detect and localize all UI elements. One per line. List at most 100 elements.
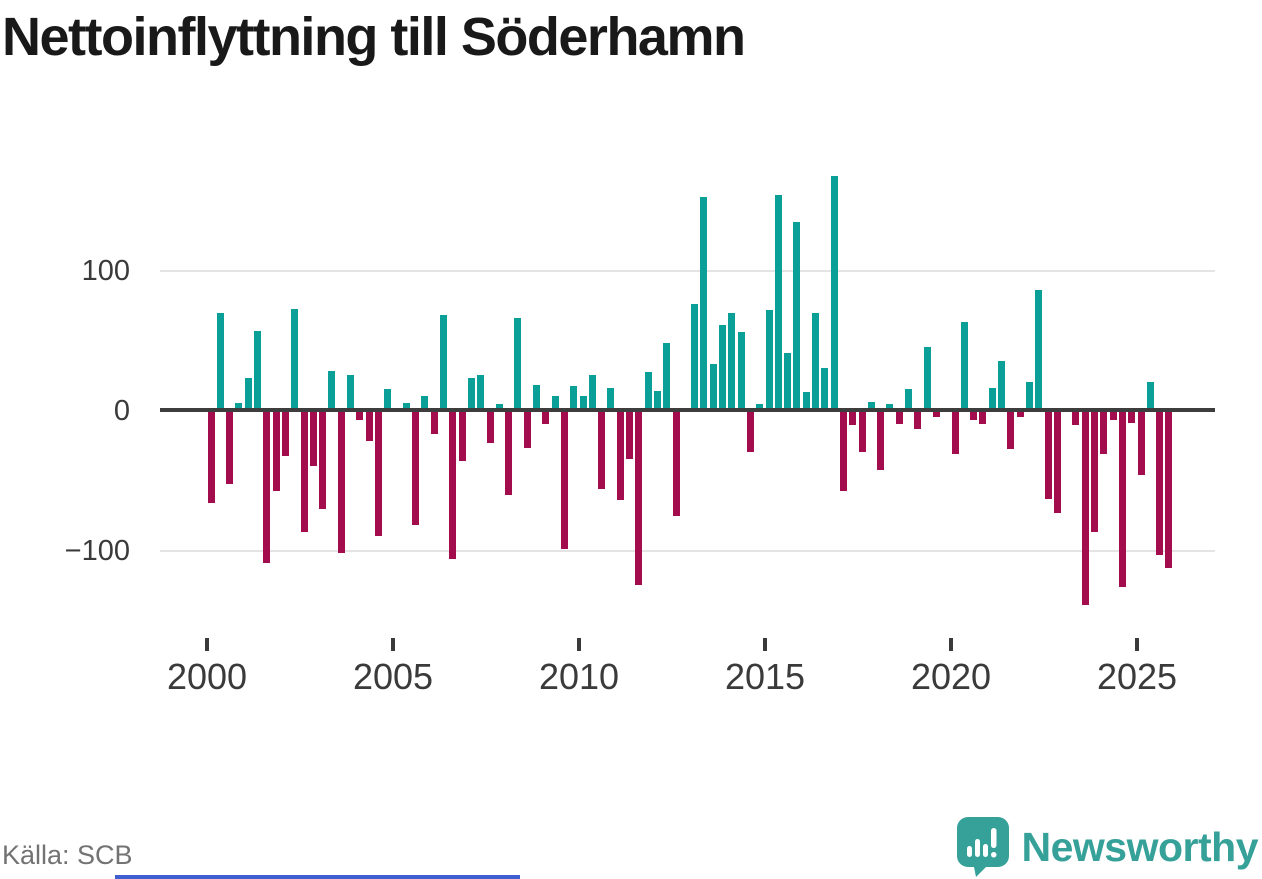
x-tick-2010	[577, 638, 581, 651]
bar-2002Q4	[309, 410, 317, 466]
bar-2022Q2	[1035, 290, 1043, 410]
bar-2024Q1	[1100, 410, 1108, 455]
bar-2022Q3	[1044, 410, 1052, 499]
bar-2017Q1	[839, 410, 847, 491]
bar-2007Q3	[486, 410, 494, 444]
x-axis-label-2005: 2005	[352, 656, 434, 697]
bar-2016Q4	[830, 176, 838, 410]
bar-2006Q1	[430, 410, 438, 434]
x-tick-2015	[763, 638, 767, 651]
bar-2000Q4	[235, 403, 243, 410]
y-axis-label-neg-100: −100	[64, 535, 130, 567]
bar-2008Q1	[505, 410, 513, 495]
bar-2025Q1	[1137, 410, 1145, 476]
bar-2010Q1	[579, 396, 587, 410]
bar-2012Q1	[653, 390, 661, 410]
bar-2017Q4	[867, 401, 875, 410]
bar-2015Q3	[784, 353, 792, 410]
bar-2008Q2	[514, 318, 522, 410]
bar-2014Q2	[737, 332, 745, 410]
x-axis-label-2025: 2025	[1096, 656, 1178, 697]
bar-2021Q4	[1016, 410, 1024, 417]
x-axis-label-2010: 2010	[538, 656, 620, 697]
bar-2006Q4	[458, 410, 466, 462]
bar-2019Q3	[932, 410, 940, 417]
bar-2019Q2	[923, 347, 931, 410]
bar-2009Q3	[560, 410, 568, 549]
bar-2009Q2	[551, 396, 559, 410]
x-tick-2000	[205, 638, 209, 651]
bar-2014Q4	[756, 404, 764, 410]
y-axis-label-100: 100	[81, 255, 130, 287]
bar-2010Q2	[588, 375, 596, 410]
bar-2012Q2	[663, 343, 671, 410]
bar-2011Q1	[616, 410, 624, 501]
bar-2020Q3	[970, 410, 978, 420]
bar-2018Q2	[886, 404, 894, 410]
bar-2018Q4	[905, 389, 912, 410]
x-tick-2005	[391, 638, 395, 651]
bar-2005Q4	[421, 396, 429, 410]
bar-2002Q3	[300, 410, 308, 533]
newsworthy-logo-icon	[956, 817, 1009, 877]
bar-2004Q4	[384, 389, 392, 410]
bar-2025Q2	[1146, 382, 1154, 410]
bar-2016Q2	[812, 312, 819, 410]
bar-2002Q2	[291, 308, 299, 410]
bar-2000Q2	[216, 312, 224, 410]
bar-2000Q1	[207, 410, 215, 504]
bar-2011Q3	[635, 410, 643, 586]
source-label: Källa: SCB	[2, 840, 133, 870]
bar-2020Q1	[951, 410, 959, 455]
bar-2008Q4	[533, 384, 540, 410]
bar-2008Q3	[523, 410, 531, 448]
bar-2009Q1	[542, 410, 550, 424]
bar-2023Q3	[1081, 410, 1089, 605]
bar-2017Q2	[849, 410, 857, 426]
newsworthy-logo-text: Newsworthy	[1021, 823, 1259, 870]
bar-2013Q1	[691, 304, 699, 410]
bar-2025Q4	[1165, 410, 1173, 569]
bar-2001Q4	[272, 410, 280, 491]
bar-2004Q1	[356, 410, 364, 420]
bar-2020Q4	[979, 410, 987, 424]
bar-2012Q3	[672, 410, 680, 516]
bar-2007Q1	[467, 378, 475, 410]
bar-2022Q4	[1053, 410, 1061, 513]
bar-2025Q3	[1156, 410, 1164, 555]
bar-2005Q2	[402, 403, 410, 410]
bar-2005Q3	[412, 410, 420, 526]
bar-2006Q3	[449, 410, 457, 559]
bottom-accent-strip	[115, 875, 520, 879]
zero-axis-line	[160, 408, 1215, 412]
y-axis-label-0: 0	[113, 395, 130, 427]
bar-2016Q3	[821, 368, 829, 410]
bar-2003Q1	[319, 410, 327, 509]
bar-2001Q1	[244, 378, 252, 410]
bar-2018Q1	[877, 410, 885, 470]
x-tick-2025	[1135, 638, 1139, 651]
bar-2011Q4	[644, 372, 652, 410]
bar-2024Q3	[1118, 410, 1126, 587]
bar-2018Q3	[895, 410, 903, 424]
gridline-neg-100	[160, 550, 1215, 552]
bar-2010Q4	[607, 387, 615, 410]
bar-2011Q2	[626, 410, 633, 459]
chart-title: Nettoinflyttning till Söderhamn	[2, 7, 746, 67]
bar-2013Q4	[719, 325, 726, 410]
bar-2020Q2	[960, 322, 968, 410]
x-axis-label-2000: 2000	[166, 656, 248, 697]
bar-2024Q2	[1109, 410, 1117, 420]
bar-2015Q2	[774, 194, 782, 410]
bar-2021Q1	[988, 387, 996, 410]
bar-2023Q2	[1072, 410, 1080, 426]
newsworthy-logo: Newsworthy	[956, 816, 1259, 878]
bar-2000Q3	[226, 410, 234, 484]
bar-2006Q2	[440, 315, 447, 410]
x-tick-2020	[949, 638, 953, 651]
bar-2013Q2	[700, 197, 708, 410]
x-axis-label-2015: 2015	[724, 656, 806, 697]
bar-2015Q1	[765, 309, 773, 410]
bar-2023Q4	[1091, 410, 1098, 533]
